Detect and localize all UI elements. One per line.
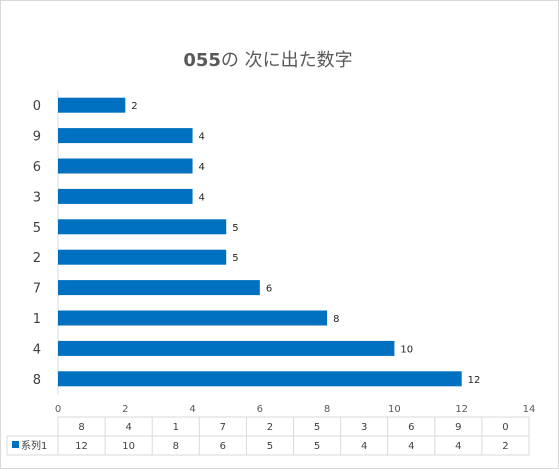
bar [58,158,193,174]
category-label: 8 [33,373,41,388]
category-label: 9 [33,130,41,145]
chart-title-rest: の 次に出た数字 [221,50,353,71]
table-value-cell: 10 [122,441,135,452]
data-label: 4 [199,192,205,203]
table-value-cell: 12 [75,441,88,452]
category-label: 4 [33,342,41,357]
bar [58,128,193,144]
legend-key-label: 系列1 [21,439,47,452]
x-tick-label: 6 [257,404,263,415]
x-tick-label: 8 [324,404,330,415]
data-label: 4 [199,132,205,143]
table-value-cell: 5 [267,441,273,452]
bar [58,310,328,326]
table-header-cell: 4 [125,422,131,433]
table-header-cell: 3 [361,422,367,433]
category-label: 6 [33,160,41,175]
bar [58,340,395,356]
x-tick-label: 0 [55,404,61,415]
table-value-cell: 2 [502,441,508,452]
category-label: 2 [33,251,41,266]
bar [58,188,193,204]
bar [58,371,462,387]
bar [58,219,227,235]
data-label: 6 [266,284,272,295]
data-label: 12 [468,375,481,386]
table-value-cell: 8 [173,441,179,452]
data-label: 8 [333,314,339,325]
table-value-cell: 4 [455,441,461,452]
category-label: 0 [33,99,41,114]
table-header-cell: 2 [267,422,273,433]
table-header-cell: 6 [408,422,414,433]
table-value-cell: 5 [314,441,320,452]
data-label: 5 [232,223,238,234]
chart-title-bold: 055 [183,50,221,71]
table-header-cell: 8 [78,422,84,433]
legend-key-swatch [12,441,19,448]
table-header-cell: 5 [314,422,320,433]
data-label: 10 [400,344,413,355]
data-label: 4 [199,162,205,173]
table-value-cell: 4 [361,441,367,452]
table-header-cell: 1 [173,422,179,433]
x-tick-label: 2 [122,404,128,415]
category-label: 7 [33,282,41,297]
table-header-cell: 9 [455,422,461,433]
bar [58,249,227,265]
table-header-cell: 7 [220,422,226,433]
table-value-cell: 6 [220,441,226,452]
bar [58,97,126,113]
category-label: 1 [33,312,41,327]
x-tick-label: 12 [455,404,468,415]
category-label: 3 [33,190,41,205]
table-header-cell: 0 [502,422,508,433]
chart-title: 055の 次に出た数字 [183,50,352,71]
x-tick-label: 10 [388,404,401,415]
table-value-cell: 4 [408,441,414,452]
data-label: 5 [232,253,238,264]
category-label: 5 [33,221,41,236]
data-label: 2 [131,101,137,112]
x-tick-label: 4 [189,404,195,415]
x-tick-label: 14 [523,404,536,415]
bar [58,280,260,296]
